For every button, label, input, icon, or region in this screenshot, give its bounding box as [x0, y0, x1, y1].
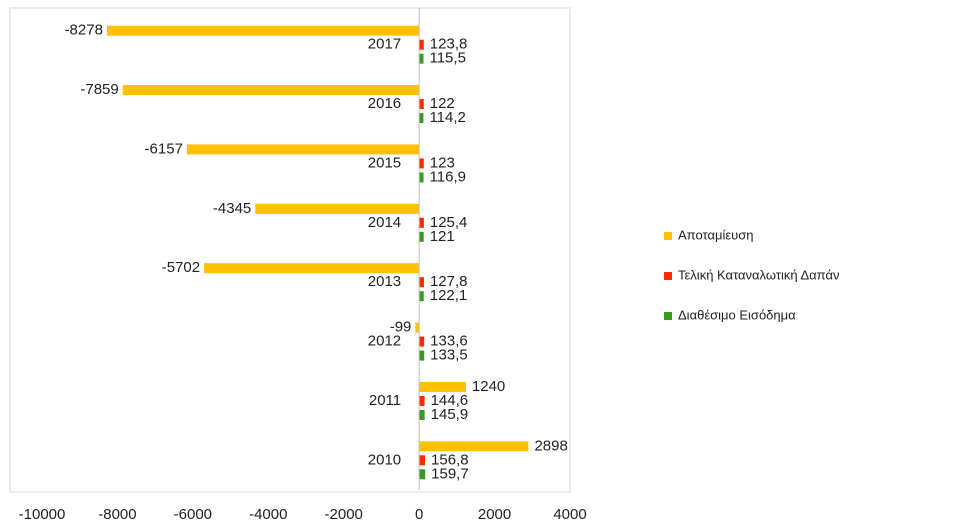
legend-label: Τελική Καταναλωτική Δαπάν [678, 267, 839, 282]
legend-label: Διαθέσιμο Εισόδημα [678, 307, 796, 322]
data-label: 144,6 [431, 392, 469, 409]
data-label: 2898 [534, 437, 567, 454]
bar [419, 336, 425, 347]
category-label: 2012 [368, 333, 401, 350]
x-tick-label: 4000 [553, 506, 586, 523]
category-label: 2011 [369, 392, 401, 409]
x-tick-label: -6000 [174, 506, 212, 523]
bar [419, 291, 424, 302]
bar [186, 144, 420, 155]
bar [419, 158, 424, 169]
x-tick-label: -4000 [249, 506, 287, 523]
data-label: -6157 [145, 140, 183, 157]
bar [419, 455, 426, 466]
category-label: 2010 [368, 451, 401, 468]
bar [419, 217, 424, 228]
bar [255, 203, 420, 214]
data-label: 114,2 [429, 109, 465, 126]
legend-label: Αποταμίευση [678, 227, 754, 242]
bar [419, 381, 466, 392]
category-label: 2017 [368, 36, 401, 53]
data-label: 159,7 [431, 465, 469, 482]
data-label: 122,1 [430, 287, 468, 304]
bar [415, 322, 420, 333]
x-tick-label: 0 [415, 506, 423, 523]
data-label: 133,5 [430, 347, 468, 364]
bar [419, 441, 529, 452]
x-tick-label: -8000 [98, 506, 136, 523]
data-label: 116,9 [430, 168, 466, 185]
data-label: 127,8 [430, 273, 468, 290]
data-label: 123 [430, 154, 455, 171]
category-label: 2016 [368, 95, 401, 112]
data-label: -8278 [65, 22, 103, 39]
bar [419, 39, 424, 50]
category-label: 2015 [368, 154, 401, 171]
bar [419, 231, 424, 242]
category-label: 2014 [368, 214, 401, 231]
bar [419, 99, 424, 110]
bar [106, 25, 420, 36]
legend-swatch [664, 272, 672, 280]
plot-frame [9, 7, 571, 493]
data-label: 125,4 [430, 214, 468, 231]
data-label: -5702 [162, 259, 200, 276]
data-label: 133,6 [430, 333, 468, 350]
bar [419, 277, 424, 288]
legend-swatch [664, 232, 672, 240]
bar [419, 469, 426, 480]
legend-swatch [664, 312, 672, 320]
x-tick-label: -2000 [325, 506, 363, 523]
data-label: 122 [430, 95, 455, 112]
data-label: 123,8 [430, 36, 468, 53]
data-label: 115,5 [429, 50, 465, 67]
bar [419, 395, 425, 406]
bar [419, 113, 424, 124]
data-label: -4345 [213, 200, 251, 217]
data-label: 1240 [472, 378, 505, 395]
x-tick-label: -10000 [19, 506, 66, 523]
data-label: -7859 [80, 81, 118, 98]
bar [419, 409, 425, 420]
bar [419, 172, 424, 183]
bar [122, 85, 420, 96]
category-label: 2013 [368, 273, 401, 290]
bar [419, 350, 425, 361]
data-label: 156,8 [431, 451, 469, 468]
data-label: -99 [390, 319, 412, 336]
bar [419, 53, 424, 64]
bar [204, 263, 420, 274]
x-tick-label: 2000 [478, 506, 511, 523]
data-label: 145,9 [431, 406, 469, 423]
data-label: 121 [430, 228, 455, 245]
